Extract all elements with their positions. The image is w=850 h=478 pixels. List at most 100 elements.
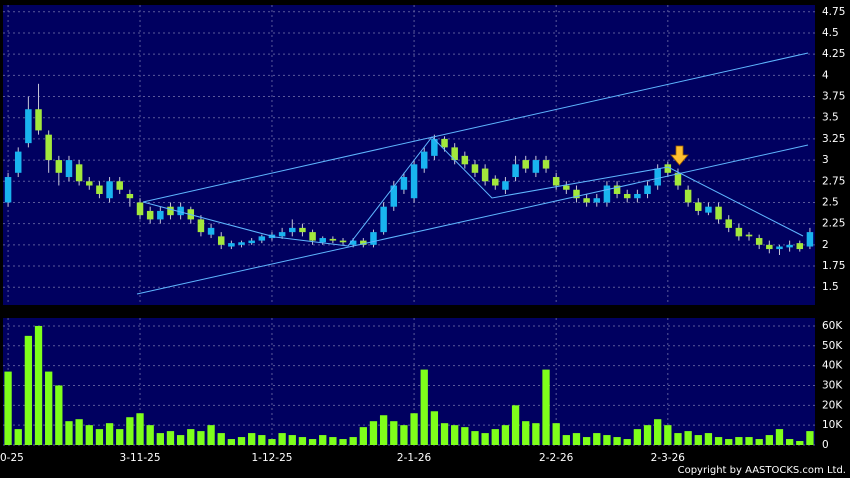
y-tick-label: 2.75 [822, 175, 845, 187]
volume-bar [643, 425, 652, 445]
candle-body [278, 232, 286, 237]
y-tick-label: 60K [822, 320, 843, 332]
volume-bar [400, 425, 408, 445]
y-tick-label: 4.25 [822, 48, 845, 60]
candle-body [309, 232, 316, 241]
volume-bar [420, 369, 428, 445]
volume-bar [664, 425, 672, 445]
candle-body [471, 164, 479, 173]
y-tick-label: 2 [822, 239, 829, 251]
candle-body [563, 185, 570, 190]
candle-body [492, 178, 499, 186]
volume-bar [237, 437, 246, 445]
volume-bar [268, 439, 276, 445]
volume-bar [339, 439, 347, 445]
candle-body [217, 236, 225, 245]
volume-bar [298, 437, 307, 445]
candle-body [157, 210, 164, 220]
trendlines [136, 52, 809, 295]
volume-bar [511, 405, 520, 445]
y-tick-label: 4 [822, 69, 829, 81]
candle-body [745, 234, 753, 237]
candle-body [248, 240, 255, 244]
volume-bar [105, 423, 114, 445]
candle-body [35, 109, 42, 131]
volume-bar [532, 423, 540, 445]
volume-bar [176, 435, 185, 445]
trendline [142, 52, 809, 203]
volume-bar [704, 433, 713, 445]
candle-body [512, 164, 519, 178]
volume-bar [369, 421, 378, 445]
volume-bar [258, 435, 266, 445]
candle-body [370, 232, 377, 245]
plot-layer: 1.5 1.75 2 2.25 2.5 2.75 3 3.25 3.5 3.75 4 4.25 4.5 4… [0, 5, 845, 464]
volume-bar [329, 437, 337, 445]
volume-bar [562, 435, 570, 445]
volume-bar [623, 439, 631, 445]
y-tick-label: 4.75 [822, 6, 845, 18]
trendline [142, 136, 804, 247]
volume-bar [735, 437, 743, 445]
volume-bar [379, 415, 388, 445]
candle-body [4, 177, 12, 203]
candle-body [299, 227, 306, 233]
candle-body [603, 185, 611, 203]
y-tick-label: 1.5 [822, 281, 839, 293]
candle-body [420, 151, 428, 169]
y-tick-label: 1.75 [822, 260, 845, 272]
volume-bar [359, 427, 367, 445]
candle-body [289, 227, 296, 233]
candle-body [766, 244, 773, 250]
y-tick-label: 0 [822, 439, 829, 451]
y-tick-label: 2.25 [822, 218, 845, 230]
x-tick-label: 3-11-25 [120, 452, 161, 464]
candle-body [654, 168, 661, 186]
volume-bar [319, 435, 327, 445]
volume-bar [714, 437, 723, 445]
volume-bar [278, 433, 286, 445]
candle-body [45, 134, 52, 161]
volume-bar [674, 433, 682, 445]
candle-body [86, 181, 93, 186]
candle-body [695, 202, 702, 211]
candle-body [146, 210, 154, 220]
candle-body [177, 206, 184, 216]
candle-body [106, 181, 113, 199]
volume-bar [593, 433, 601, 445]
volume-bar [217, 433, 225, 445]
y-tick-label: 10K [822, 419, 843, 431]
candle-body [664, 164, 672, 173]
candle-body [116, 181, 123, 190]
candle-body [55, 160, 63, 173]
y-tick-label: 20K [822, 399, 843, 411]
candle-body [228, 243, 235, 247]
volume-bar [349, 437, 357, 445]
volume-bar [542, 369, 550, 445]
candle-body [441, 138, 448, 148]
volume-bar [390, 421, 398, 445]
candle-body [755, 238, 763, 245]
volume-bar [481, 433, 489, 445]
candle-body [451, 147, 458, 161]
copyright: Copyright by AASTOCKS.com Ltd. [678, 465, 846, 476]
x-tick-label: 1-12-25 [251, 452, 292, 464]
volume-bar [440, 423, 449, 445]
candle-body [644, 185, 651, 194]
y-tick-label: 3 [822, 154, 829, 166]
volume-bar [745, 437, 753, 445]
candle-body [167, 206, 174, 216]
volume-bar [471, 431, 479, 445]
volume-bar [522, 421, 530, 445]
candle-body [776, 246, 783, 250]
candle-body [258, 236, 266, 241]
volume-bar [765, 435, 773, 445]
candle-body [634, 193, 641, 199]
volume-panel [3, 318, 815, 445]
signal-arrow [670, 145, 689, 166]
volume-bar [55, 385, 63, 445]
candle-body [96, 185, 103, 194]
candle-body [126, 193, 134, 199]
trendline [136, 144, 809, 295]
volume-bar [14, 429, 22, 445]
